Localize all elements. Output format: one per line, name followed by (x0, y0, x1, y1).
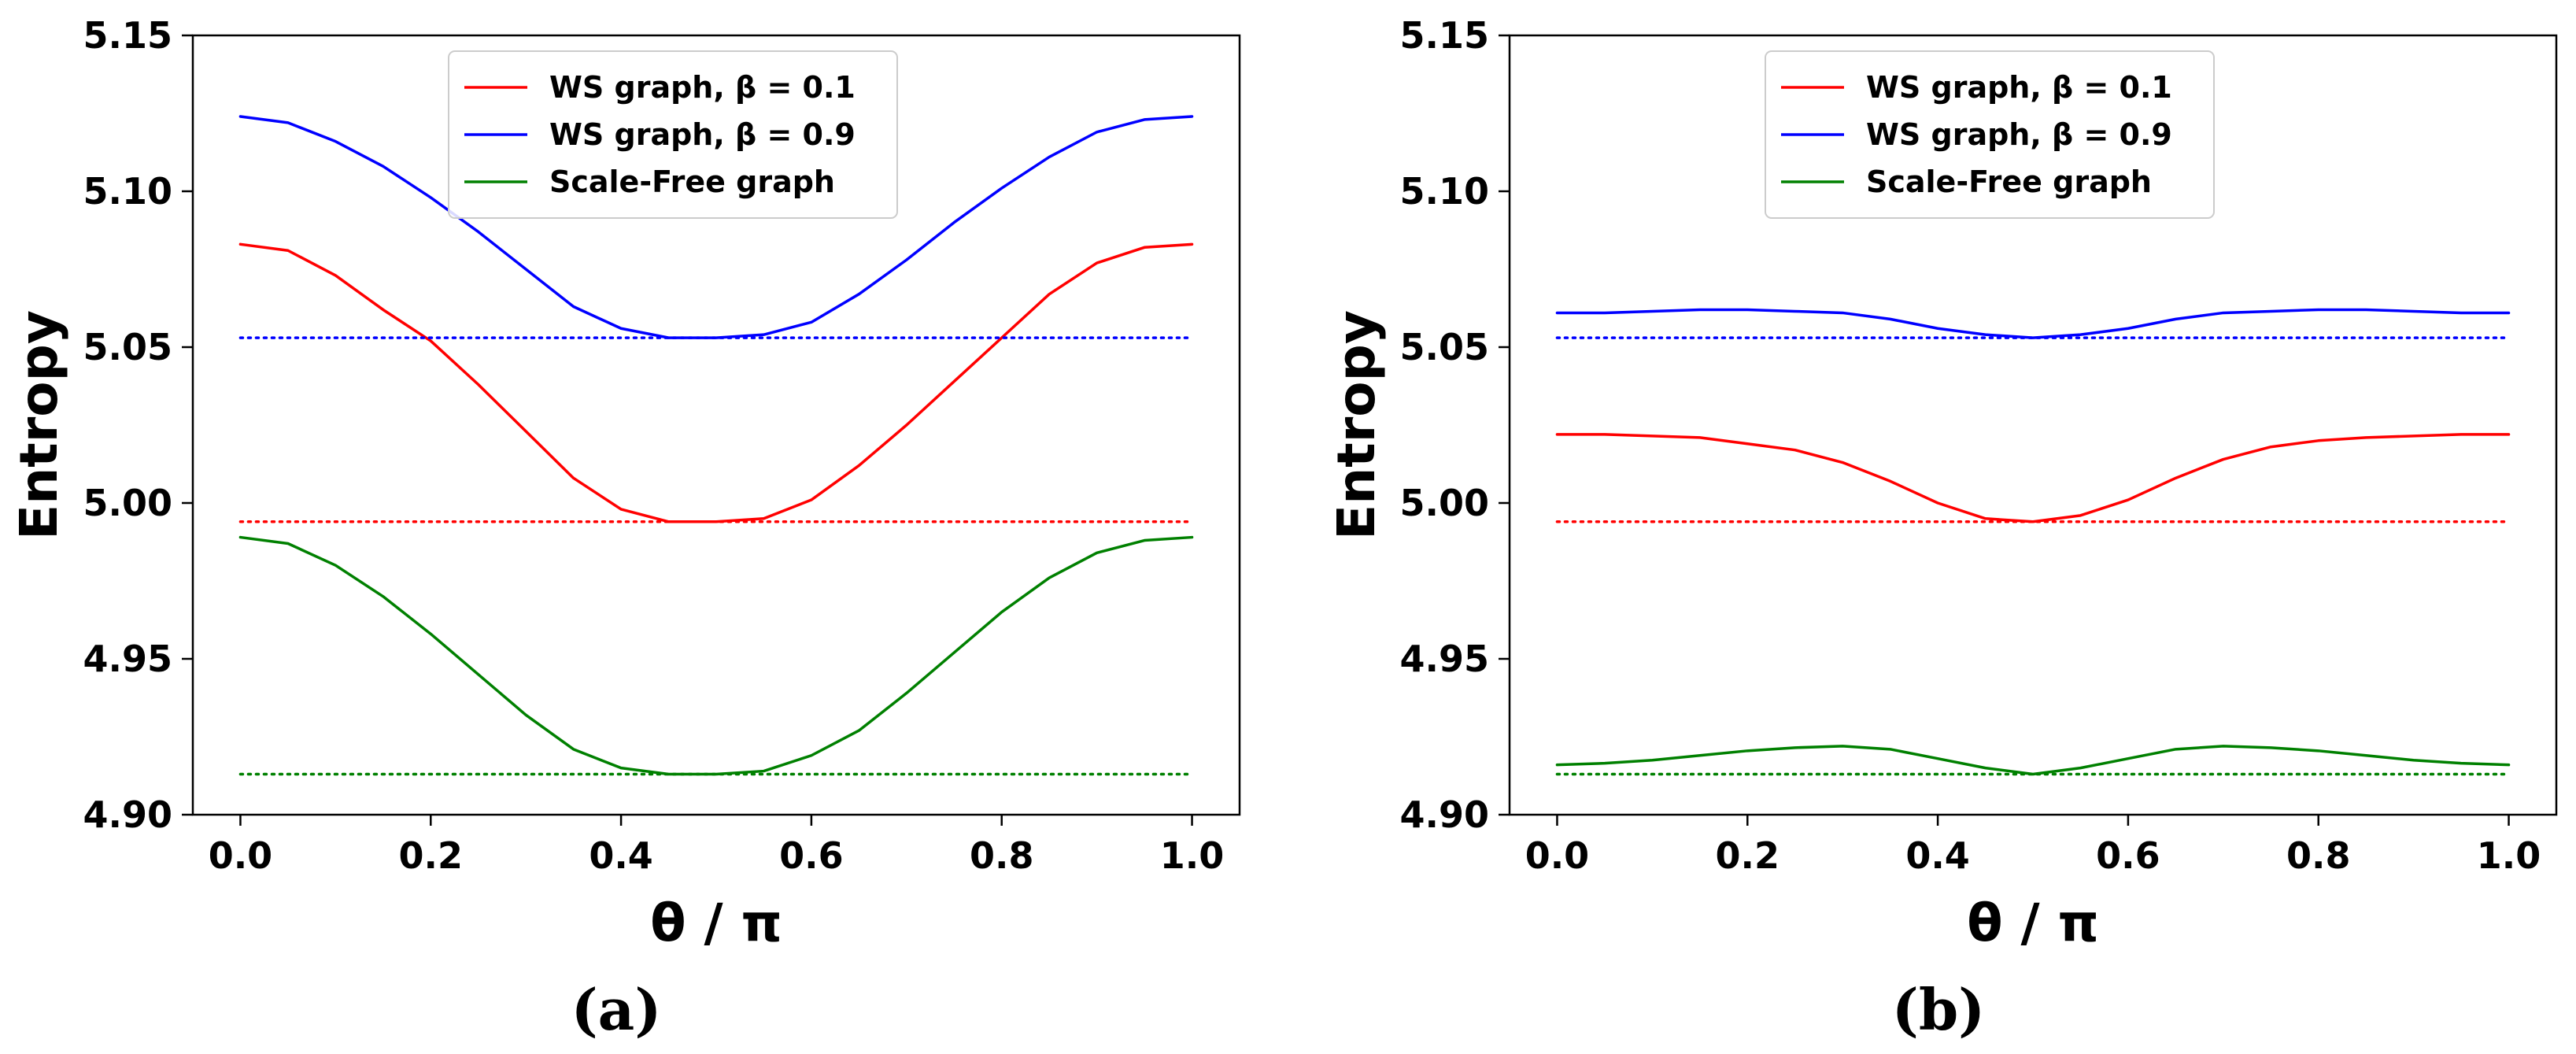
x-tick-label: 0.0 (209, 834, 273, 877)
y-tick-label: 4.90 (1400, 793, 1490, 836)
y-tick-label: 4.95 (83, 638, 173, 680)
legend: WS graph, β = 0.1 WS graph, β = 0.9 Scale-… (448, 50, 898, 219)
x-axis-title: θ / π (1967, 893, 2099, 953)
y-axis-title: Entropy (1326, 310, 1387, 540)
x-tick-label: 0.8 (970, 834, 1034, 877)
y-tick-label: 5.05 (83, 326, 173, 368)
y-tick-label: 5.00 (1400, 482, 1490, 524)
y-tick-label: 4.95 (1400, 638, 1490, 680)
legend-label: WS graph, β = 0.1 (1866, 70, 2172, 105)
legend-label: WS graph, β = 0.1 (549, 70, 856, 105)
y-tick-label: 5.15 (83, 14, 173, 57)
x-tick-label: 0.2 (1716, 834, 1780, 877)
legend-label: Scale-Free graph (1866, 165, 2152, 199)
legend-label: Scale-Free graph (549, 165, 835, 199)
panel-caption: (a) (571, 976, 662, 1043)
x-tick-label: 1.0 (2477, 834, 2541, 877)
x-tick-label: 0.4 (589, 834, 653, 877)
x-tick-label: 0.2 (399, 834, 464, 877)
x-tick-label: 0.6 (779, 834, 844, 877)
legend-label: WS graph, β = 0.9 (1866, 117, 2172, 152)
legend: WS graph, β = 0.1 WS graph, β = 0.9 Scale-… (1765, 50, 2215, 219)
x-tick-label: 0.4 (1905, 834, 1970, 877)
x-tick-label: 0.0 (1525, 834, 1590, 877)
chart-panel-a: 0.0 0.2 0.4 0.6 0.8 1.0 4.90 4.95 5.00 5.05 5.10 5.… (9, 14, 1241, 1043)
y-tick-label: 4.90 (83, 793, 173, 836)
y-tick-label: 5.05 (1400, 326, 1490, 368)
chart-panel-b: 0.0 0.2 0.4 0.6 0.8 1.0 4.90 4.95 5.00 5.05 5.10 5.… (1326, 14, 2558, 1043)
plot-frame (191, 34, 1241, 816)
legend-box (1765, 50, 2215, 219)
x-tick-label: 0.6 (2096, 834, 2160, 877)
x-tick-label: 0.8 (2286, 834, 2351, 877)
y-tick-label: 5.15 (1400, 14, 1490, 57)
legend-box (448, 50, 898, 219)
legend-label: WS graph, β = 0.9 (549, 117, 856, 152)
y-tick-label: 5.10 (83, 170, 173, 213)
plot-frame (1508, 34, 2558, 816)
x-tick-label: 1.0 (1160, 834, 1225, 877)
y-tick-label: 5.00 (83, 482, 173, 524)
y-axis-title: Entropy (9, 310, 69, 540)
panel-caption: (b) (1892, 976, 1985, 1043)
x-axis-title: θ / π (650, 893, 782, 953)
y-tick-label: 5.10 (1400, 170, 1490, 213)
